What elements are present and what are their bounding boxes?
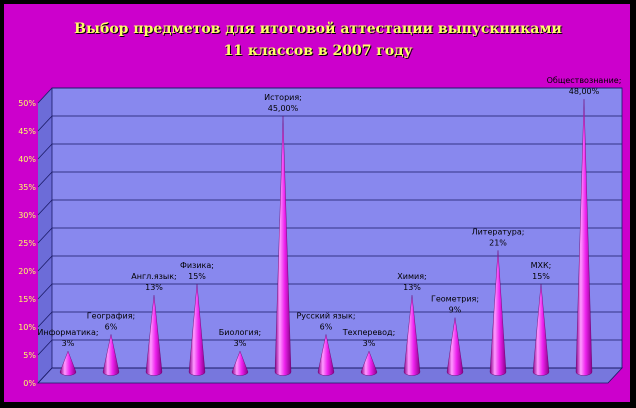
data-label-value: 21% [489, 238, 507, 247]
cone-bar [231, 350, 249, 376]
data-label-value: 13% [145, 283, 163, 292]
data-label-value: 9% [449, 306, 462, 315]
cone-bar [532, 283, 550, 376]
data-label-category: Геометрия; [431, 295, 479, 304]
data-label-category: География; [87, 311, 135, 320]
data-label-value: 13% [403, 283, 421, 292]
cone-bar [575, 99, 593, 376]
data-label-category: Физика; [180, 261, 214, 270]
cone-bar [317, 334, 335, 376]
cone-bar [274, 115, 292, 376]
data-label-category: Биология; [219, 328, 262, 337]
data-label-category: Русский язык; [296, 311, 355, 320]
y-tick-label: 5% [23, 351, 36, 360]
data-label-value: 15% [532, 272, 550, 281]
data-label-category: Обществознание; [547, 76, 622, 85]
y-tick-label: 35% [18, 183, 36, 192]
y-tick-label: 0% [23, 379, 36, 388]
plot-wall-outline [51, 87, 623, 369]
cone-bar [188, 283, 206, 376]
y-tick-label: 40% [18, 155, 36, 164]
data-label-value: 3% [363, 339, 376, 348]
cone-bar [446, 317, 464, 376]
data-label-value: 3% [62, 339, 75, 348]
data-label-category: Информатика; [37, 328, 98, 337]
y-tick-label: 15% [18, 295, 36, 304]
data-label-category: МХК; [531, 261, 552, 270]
data-label-category: История; [264, 93, 302, 102]
y-tick-label: 10% [18, 323, 36, 332]
data-label-category: Литература; [472, 227, 525, 236]
chart-title-line-2: 11 классов в 2007 году [223, 43, 413, 59]
chart-title: Выбор предметов для итоговой аттестации … [0, 18, 636, 62]
y-tick-label: 50% [18, 99, 36, 108]
data-label-category: Химия; [397, 272, 426, 281]
data-label-category: Англ.язык; [131, 272, 176, 281]
y-tick-label: 45% [18, 127, 36, 136]
data-label-category: Техперевод; [342, 328, 396, 337]
data-label-value: 6% [105, 322, 118, 331]
y-tick-label: 30% [18, 211, 36, 220]
y-tick-label: 25% [18, 239, 36, 248]
cone-bar [403, 295, 421, 376]
data-label-value: 45,00% [268, 104, 299, 113]
data-label-value: 3% [234, 339, 247, 348]
data-label-value: 48,00% [569, 87, 600, 96]
cone-bar [59, 350, 77, 376]
cone-bar [489, 250, 507, 376]
cone-bar [145, 295, 163, 376]
data-label-value: 15% [188, 272, 206, 281]
data-label-value: 6% [320, 322, 333, 331]
cone-bar [360, 350, 378, 376]
y-tick-label: 20% [18, 267, 36, 276]
chart-title-line-1: Выбор предметов для итоговой аттестации … [74, 21, 562, 37]
cone-bar [102, 334, 120, 376]
